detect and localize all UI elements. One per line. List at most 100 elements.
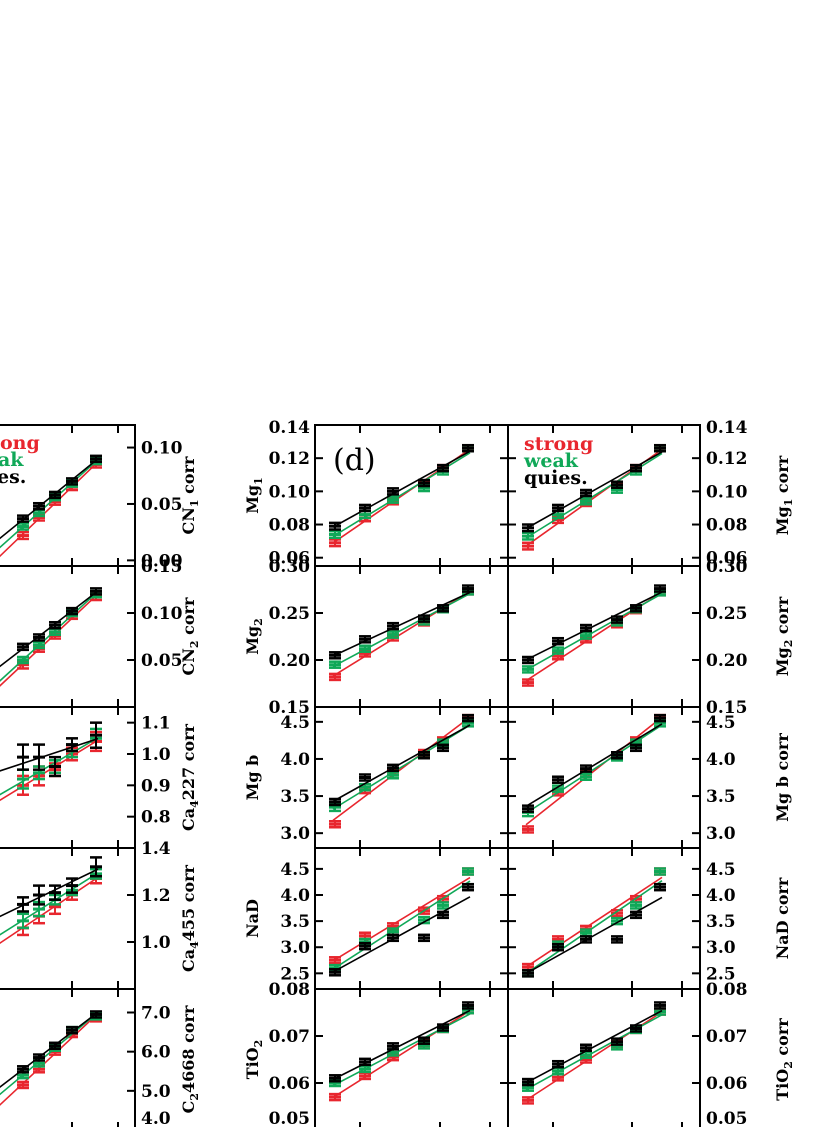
panel-mg1: 0.14 0.12 0.10 0.08 0.06 Mg1 — [243, 418, 509, 569]
y-axis-label: Mg b corr — [773, 733, 792, 822]
y-tick-label: 0.10 — [269, 482, 311, 502]
y-tick-label: 0.25 — [706, 604, 747, 624]
y-tick-label: 3.0 — [706, 938, 736, 958]
fit-line-quies — [332, 724, 471, 803]
left-legend: ong ak es. — [0, 432, 40, 488]
legend: strong weak quies. — [523, 433, 593, 489]
y-tick-label: 3.5 — [280, 912, 310, 932]
y-tick-label: 4.5 — [706, 860, 736, 880]
legend-strong: strong — [524, 433, 593, 455]
fit-line-weak — [332, 724, 471, 810]
panel-frame — [314, 706, 509, 849]
y-tick-label: 4.0 — [280, 750, 310, 770]
y-tick-label: 7.0 — [141, 1004, 171, 1024]
fit-line-quies — [525, 896, 663, 975]
y-tick-label: 0.10 — [706, 482, 748, 502]
panel-tio2corr: 0.08 0.07 0.06 0.05 TiO2 corr — [507, 980, 795, 1127]
y-tick-label: 0.15 — [269, 698, 310, 718]
y-axis-label: TiO2 — [243, 1040, 265, 1080]
fit-line-weak — [332, 592, 471, 668]
panel-mgbcorr: 4.5 4.0 3.5 3.0 Mg b corr — [507, 706, 792, 849]
fit-line-weak — [525, 880, 663, 975]
panel-frame — [507, 565, 701, 708]
y-tick-label: 4.5 — [706, 713, 736, 733]
fit-line-quies — [0, 737, 99, 772]
y-tick-label: 0.07 — [269, 1027, 310, 1047]
panel-nadcorr: 4.5 4.0 3.5 3.0 2.5 NaD corr — [507, 847, 792, 990]
y-axis-label: NaD — [243, 899, 262, 938]
y-tick-label: 0.10 — [141, 439, 183, 459]
y-axis-label: C24668 corr — [179, 1005, 201, 1113]
y-tick-label: 0.06 — [706, 549, 747, 569]
panel-mg2: 0.30 0.25 0.20 0.15 Mg2 — [243, 557, 509, 718]
y-tick-label: 0.05 — [706, 1109, 747, 1127]
y-tick-label: 1.4 — [141, 839, 171, 859]
y-tick-label: 0.00 — [141, 551, 183, 571]
y-tick-label: 4.5 — [280, 860, 310, 880]
fit-line-weak — [525, 724, 663, 814]
y-tick-label: 3.0 — [280, 824, 310, 844]
y-tick-label: 0.10 — [141, 604, 183, 624]
panel-frame — [314, 565, 509, 708]
fit-line-strong — [0, 593, 99, 687]
panel-tio2: 0.08 0.07 0.06 0.05 TiO2 — [243, 980, 509, 1127]
fit-line-quies — [332, 1009, 471, 1081]
fit-line-quies — [525, 723, 663, 807]
y-tick-label: 0.8 — [141, 808, 171, 828]
y-tick-label: 3.0 — [280, 938, 310, 958]
panel-frame — [314, 988, 509, 1127]
fit-line-quies — [525, 591, 663, 661]
y-tick-label: 0.08 — [269, 980, 310, 1000]
panel-c24668: 7.0 6.0 5.0 4.0 C24668 corr — [0, 988, 201, 1127]
legend-quies: quies. — [524, 467, 588, 489]
y-tick-label: 0.08 — [269, 516, 310, 536]
panel-frame — [0, 706, 136, 849]
fit-line-strong — [332, 716, 471, 821]
y-tick-label: 1.2 — [141, 886, 171, 906]
panel-cn1: 0.10 0.05 0.00 CN1 corr — [0, 424, 201, 571]
fit-line-quies — [0, 590, 99, 668]
fit-line-weak — [0, 458, 99, 549]
y-tick-label: 4.5 — [280, 713, 310, 733]
y-tick-label: 3.0 — [706, 824, 736, 844]
y-tick-label: 0.08 — [706, 980, 747, 1000]
y-axis-label: Mg b — [243, 755, 262, 801]
y-tick-label: 0.05 — [141, 651, 182, 671]
y-tick-label: 3.5 — [280, 787, 310, 807]
left-legend-strong: ong — [0, 432, 40, 454]
y-tick-label: 3.5 — [706, 787, 736, 807]
y-axis-label: CN2 corr — [179, 597, 201, 675]
y-tick-label: 0.15 — [141, 557, 182, 577]
y-tick-label: 0.14 — [706, 418, 748, 438]
fit-line-quies — [332, 591, 471, 657]
y-axis-label: Ca4455 corr — [179, 864, 201, 972]
y-tick-label: 4.0 — [706, 886, 736, 906]
fit-line-quies — [0, 458, 99, 540]
legend-weak: weak — [523, 450, 579, 472]
y-tick-label: 0.25 — [269, 604, 310, 624]
y-tick-label: 0.06 — [269, 549, 310, 569]
y-axis-label: TiO2 corr — [773, 1018, 795, 1101]
panel-frame — [0, 988, 136, 1127]
y-tick-label: 3.5 — [706, 912, 736, 932]
y-tick-label: 1.0 — [141, 745, 171, 765]
y-tick-label: 0.15 — [706, 698, 747, 718]
panel-nad: 4.5 4.0 3.5 3.0 2.5 NaD — [243, 847, 509, 990]
y-tick-label: 0.08 — [706, 516, 747, 536]
y-tick-label: 0.14 — [269, 418, 311, 438]
y-tick-label: 2.5 — [706, 964, 736, 984]
y-axis-label: Mg2 corr — [773, 596, 795, 676]
y-tick-label: 6.0 — [141, 1043, 171, 1063]
panel-frame — [0, 565, 136, 708]
y-tick-label: 0.06 — [269, 1074, 310, 1094]
fit-line-strong — [332, 876, 471, 962]
y-tick-label: 1.0 — [141, 933, 171, 953]
panel-frame — [507, 706, 701, 849]
y-tick-label: 0.12 — [269, 449, 310, 469]
y-axis-label: NaD corr — [773, 877, 792, 959]
y-tick-label: 5.0 — [141, 1082, 171, 1102]
panel-frame — [0, 847, 136, 990]
